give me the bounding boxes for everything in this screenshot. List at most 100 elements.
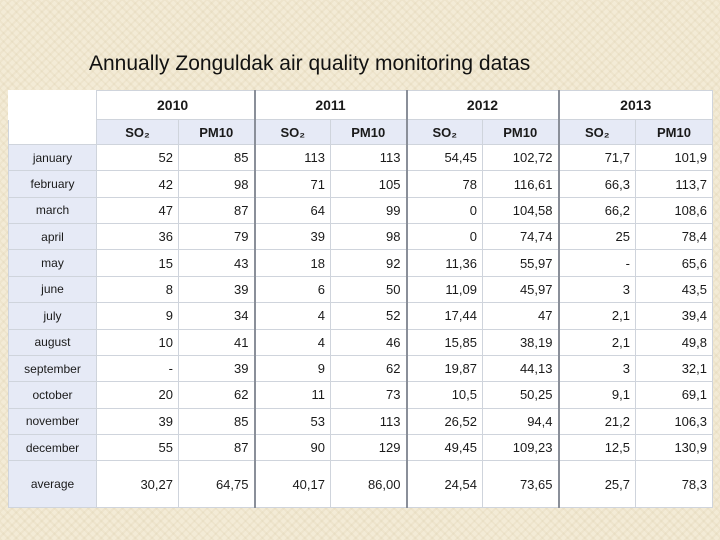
table-cell: 130,9 — [635, 433, 713, 462]
table-cell: 69,1 — [635, 381, 713, 409]
row-label: january — [8, 143, 97, 172]
table-cell: - — [96, 354, 179, 383]
pollutant-header-row: SO₂ PM10 SO₂ PM10 SO₂ PM10 SO₂ PM10 — [8, 119, 713, 145]
table-cell: 90 — [253, 433, 331, 462]
table-cell: 55,97 — [482, 249, 559, 277]
slide-title: Annually Zonguldak air quality monitorin… — [89, 52, 531, 75]
table-cell: 66,3 — [557, 170, 636, 198]
table-cell: 9 — [253, 354, 331, 383]
row-label: june — [8, 275, 97, 304]
table-cell: 52 — [96, 143, 179, 172]
table-cell: 92 — [330, 249, 407, 277]
table-cell: 49,45 — [405, 433, 483, 462]
table-cell: 46 — [330, 328, 407, 356]
table-cell: 0 — [405, 223, 483, 251]
row-label: april — [8, 223, 97, 251]
table-cell: 47 — [482, 302, 559, 330]
air-quality-table-container: 2010 2011 2012 2013 SO₂ PM10 SO₂ PM10 SO… — [8, 90, 713, 508]
table-cell: 73 — [330, 381, 407, 409]
table-cell: 2,1 — [557, 302, 636, 330]
table-cell: 94,4 — [482, 407, 559, 435]
table-cell: 30,27 — [96, 460, 179, 508]
table-cell: 50 — [330, 275, 407, 304]
table-row: may 15 43 18 92 11,36 55,97-65,6 — [8, 249, 713, 277]
table-cell: 113 — [330, 407, 407, 435]
table-cell: 6 — [253, 275, 331, 304]
table-body: january 52 85 113 113 54,45 102,72 71,7 101,9 feb… — [8, 143, 713, 508]
pollutant-header-so2-2012: SO₂ — [405, 119, 483, 145]
table-cell: 3 — [557, 275, 636, 304]
year-header-2010: 2010 — [96, 90, 255, 120]
table-cell: 108,6 — [635, 196, 713, 225]
table-cell: 17,44 — [405, 302, 483, 330]
year-header-2012: 2012 — [405, 90, 559, 120]
table-cell: 25 — [557, 223, 636, 251]
table-cell: 11,09 — [405, 275, 483, 304]
table-cell: 38,19 — [482, 328, 559, 356]
table-cell: 47 — [96, 196, 179, 225]
table-cell: 10,5 — [405, 381, 483, 409]
table-row: april 36 79 39 98 0 74,74 25 78,4 — [8, 223, 713, 251]
table-cell: 3 — [557, 354, 636, 383]
row-label: july — [8, 302, 97, 330]
average-row: average 30,27 64,75 40,17 86,00 24,54 73,65 25,… — [8, 460, 713, 508]
table-cell: 42 — [96, 170, 179, 198]
table-cell: 4 — [253, 328, 331, 356]
table-cell: 11,36 — [405, 249, 483, 277]
table-cell: 15 — [96, 249, 179, 277]
table-cell: 99 — [330, 196, 407, 225]
table-cell: 8 — [96, 275, 179, 304]
table-cell: 34 — [178, 302, 255, 330]
table-cell: 40,17 — [253, 460, 331, 508]
table-cell: 39 — [253, 223, 331, 251]
table-cell: 86,00 — [330, 460, 407, 508]
table-cell: 54,45 — [405, 143, 483, 172]
table-cell: 64 — [253, 196, 331, 225]
table-cell: 26,52 — [405, 407, 483, 435]
row-label: average — [8, 460, 97, 508]
table-cell: 45,97 — [482, 275, 559, 304]
table-cell: 73,65 — [482, 460, 559, 508]
pollutant-header-pm10-2012: PM10 — [482, 119, 559, 145]
row-label: may — [8, 249, 97, 277]
table-cell: 11 — [253, 381, 331, 409]
table-cell: 104,58 — [482, 196, 559, 225]
table-cell: 113 — [253, 143, 331, 172]
table-cell: 9,1 — [557, 381, 636, 409]
table-cell: 32,1 — [635, 354, 713, 383]
table-cell: 101,9 — [635, 143, 713, 172]
pollutant-corner — [8, 119, 97, 145]
table-row: september -39 9 62 19,87 44,13 3 32,1 — [8, 354, 713, 383]
table-cell: 129 — [330, 433, 407, 462]
table-cell: 15,85 — [405, 328, 483, 356]
table-cell: 98 — [330, 223, 407, 251]
table-row: june 8 39 6 50 11,09 45,97 3 43,5 — [8, 275, 713, 304]
table-row: january 52 85 113 113 54,45 102,72 71,7 101,9 — [8, 143, 713, 172]
table-cell: 39 — [178, 354, 255, 383]
table-cell: 20 — [96, 381, 179, 409]
table-cell: 44,13 — [482, 354, 559, 383]
table-cell: 66,2 — [557, 196, 636, 225]
pollutant-header-so2-2013: SO₂ — [557, 119, 636, 145]
table-cell: 21,2 — [557, 407, 636, 435]
table-cell: 64,75 — [178, 460, 255, 508]
year-header-2013: 2013 — [557, 90, 713, 120]
pollutant-header-so2-2010: SO₂ — [96, 119, 179, 145]
table-cell: 52 — [330, 302, 407, 330]
row-label: november — [8, 407, 97, 435]
table-cell: 41 — [178, 328, 255, 356]
table-cell: 78 — [405, 170, 483, 198]
table-cell: 9 — [96, 302, 179, 330]
table-cell: 19,87 — [405, 354, 483, 383]
table-cell: - — [557, 249, 636, 277]
table-cell: 24,54 — [405, 460, 483, 508]
table-cell: 49,8 — [635, 328, 713, 356]
table-cell: 98 — [178, 170, 255, 198]
table-row: december 55 87 90 129 49,45 109,23 12,5 130,9 — [8, 433, 713, 462]
table-row: march 47 87 64 99 0 104,58 66,2 108,6 — [8, 196, 713, 225]
table-cell: 65,6 — [635, 249, 713, 277]
table-cell: 79 — [178, 223, 255, 251]
table-row: august 10 41 4 46 15,85 38,19 2,1 49,8 — [8, 328, 713, 356]
table-cell: 4 — [253, 302, 331, 330]
table-cell: 102,72 — [482, 143, 559, 172]
